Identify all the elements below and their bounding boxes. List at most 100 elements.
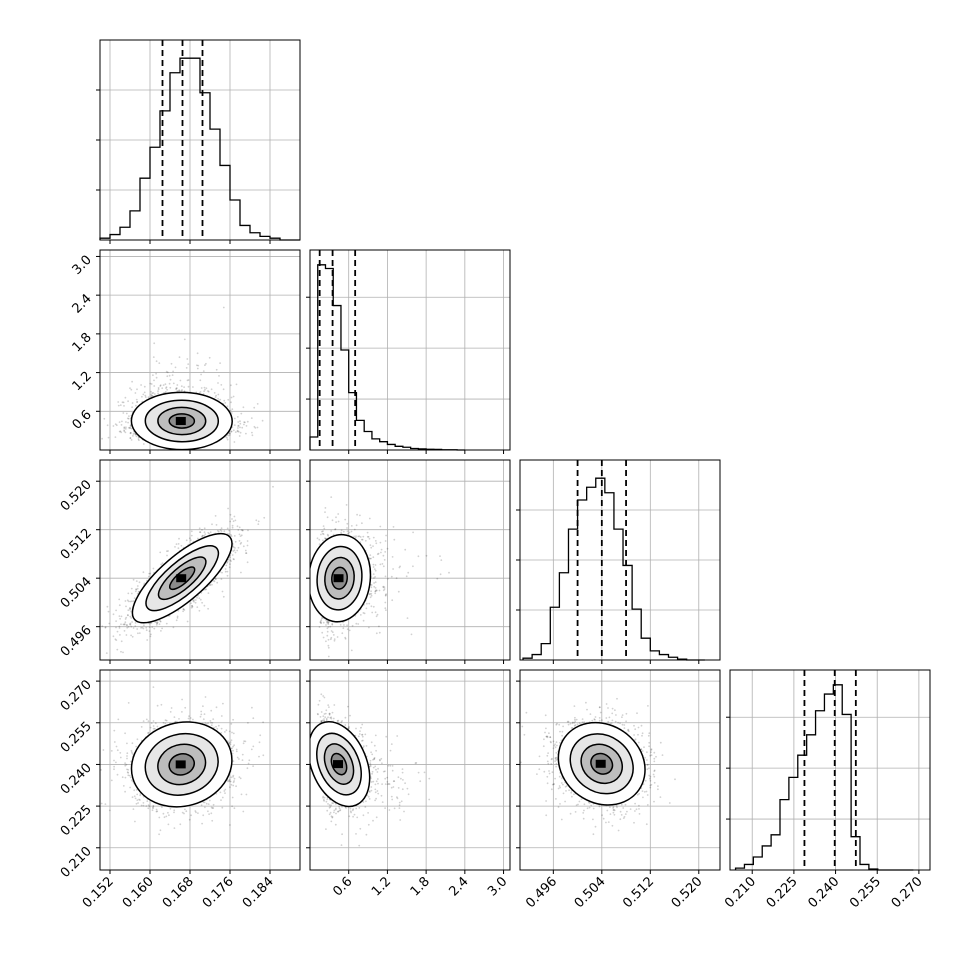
sample-point bbox=[197, 364, 200, 367]
sample-point bbox=[185, 367, 188, 369]
sample-point bbox=[153, 379, 155, 382]
sample-point bbox=[237, 421, 240, 423]
sample-point bbox=[229, 432, 231, 435]
sample-point bbox=[166, 371, 169, 374]
sample-point bbox=[130, 427, 133, 430]
sample-point bbox=[179, 379, 182, 382]
sample-point bbox=[230, 560, 232, 562]
sample-point bbox=[166, 550, 168, 553]
sample-point bbox=[178, 389, 181, 392]
sample-point bbox=[198, 609, 201, 612]
sample-point bbox=[158, 362, 161, 364]
sample-point bbox=[348, 629, 351, 632]
sample-point bbox=[383, 588, 386, 590]
sample-point bbox=[234, 547, 236, 549]
sample-point bbox=[203, 604, 206, 607]
sample-point bbox=[135, 588, 138, 590]
sample-point bbox=[194, 599, 197, 601]
sample-point bbox=[138, 581, 141, 584]
sample-point bbox=[124, 600, 127, 602]
histogram-panel-1 bbox=[306, 249, 511, 454]
sample-point bbox=[115, 639, 118, 641]
sample-point bbox=[180, 389, 183, 392]
sample-point bbox=[228, 529, 231, 532]
sample-point bbox=[170, 362, 173, 365]
sample-point bbox=[230, 430, 233, 433]
sample-point bbox=[134, 590, 137, 593]
sample-point bbox=[181, 389, 184, 391]
sample-point bbox=[208, 356, 211, 359]
sample-point bbox=[149, 382, 152, 385]
sample-point bbox=[253, 425, 256, 428]
sample-point bbox=[129, 608, 131, 611]
sample-point bbox=[230, 401, 232, 404]
sample-point bbox=[128, 607, 131, 610]
sample-point bbox=[126, 417, 129, 420]
sample-point bbox=[142, 443, 145, 445]
sample-point bbox=[228, 566, 231, 569]
sample-point bbox=[175, 619, 178, 622]
histogram-panel-2 bbox=[516, 459, 721, 664]
sample-point bbox=[127, 417, 130, 420]
sample-point bbox=[344, 636, 347, 639]
sample-point bbox=[237, 529, 240, 531]
sample-point bbox=[132, 627, 135, 629]
sample-point bbox=[226, 527, 229, 530]
sample-point bbox=[159, 384, 162, 387]
sample-point bbox=[347, 532, 349, 535]
sample-point bbox=[229, 409, 232, 412]
sample-point bbox=[199, 379, 202, 382]
sample-point bbox=[231, 554, 234, 556]
sample-point bbox=[155, 624, 158, 626]
sample-point bbox=[118, 627, 121, 629]
sample-point bbox=[131, 402, 134, 404]
sample-point bbox=[150, 383, 153, 385]
sample-point bbox=[207, 390, 210, 393]
sample-point bbox=[144, 396, 147, 398]
axes-frame bbox=[99, 249, 301, 451]
sample-point bbox=[198, 597, 201, 600]
sample-point bbox=[207, 607, 210, 610]
sample-point bbox=[236, 549, 239, 552]
sample-point bbox=[327, 626, 330, 628]
sample-point bbox=[368, 602, 371, 605]
sample-point bbox=[203, 390, 206, 393]
sample-point bbox=[229, 520, 232, 523]
sample-point bbox=[224, 570, 227, 573]
sample-point bbox=[147, 396, 150, 398]
sample-point bbox=[209, 584, 211, 586]
sample-point bbox=[234, 519, 237, 522]
sample-point bbox=[164, 383, 167, 386]
sample-point bbox=[169, 378, 172, 381]
sample-point bbox=[245, 552, 248, 554]
sample-point bbox=[226, 562, 229, 564]
sample-point bbox=[369, 593, 371, 595]
sample-point bbox=[240, 529, 243, 531]
sample-point bbox=[196, 367, 199, 370]
sample-point bbox=[121, 420, 123, 423]
sample-point bbox=[136, 587, 139, 590]
sample-point bbox=[190, 602, 192, 605]
sample-point bbox=[251, 431, 253, 434]
sample-point bbox=[127, 421, 129, 424]
sample-point bbox=[196, 352, 199, 355]
sample-point bbox=[211, 583, 213, 586]
sample-point bbox=[185, 539, 188, 542]
sample-point bbox=[198, 527, 201, 530]
sample-point bbox=[126, 624, 129, 627]
sample-point bbox=[199, 531, 202, 534]
sample-point bbox=[215, 368, 218, 371]
sample-point bbox=[190, 539, 192, 541]
sample-point bbox=[135, 580, 138, 582]
sample-point bbox=[330, 636, 333, 639]
sample-point bbox=[199, 531, 201, 533]
sample-point bbox=[150, 394, 153, 397]
sample-point bbox=[142, 571, 145, 574]
sample-point bbox=[104, 626, 107, 628]
sample-point bbox=[118, 615, 121, 617]
sample-point bbox=[232, 395, 235, 398]
sample-point bbox=[152, 392, 155, 394]
sample-point bbox=[160, 563, 163, 566]
sample-point bbox=[326, 630, 329, 633]
